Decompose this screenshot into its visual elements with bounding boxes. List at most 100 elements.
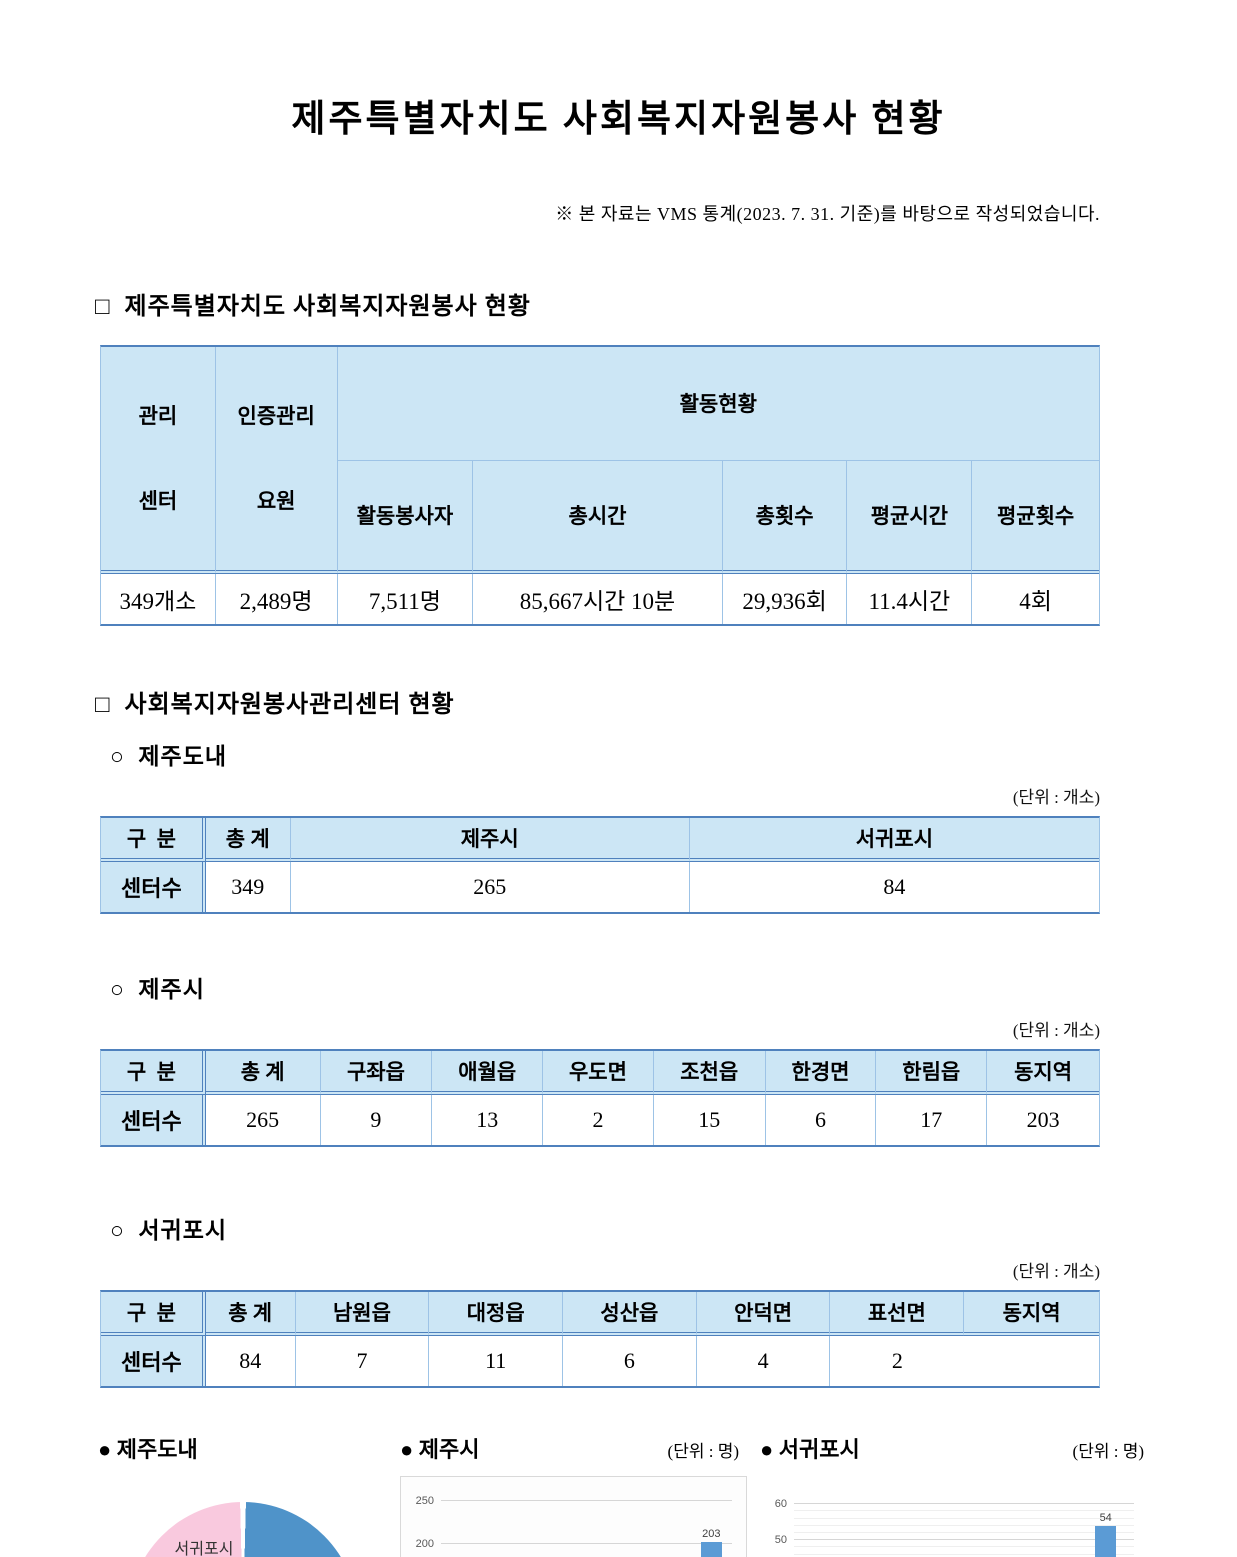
y-axis-tick-label: 50	[774, 1534, 787, 1547]
header-cell: 총 계	[205, 1292, 296, 1337]
header-cell: 서귀포시	[689, 818, 1099, 863]
header-cell: 조천읍	[653, 1051, 766, 1096]
data-cell: 29,936회	[722, 574, 848, 625]
bullet-heading: ● 서귀포시	[760, 1437, 860, 1463]
source-note: ※ 본 자료는 VMS 통계(2023. 7. 31. 기준)를 바탕으로 작성…	[555, 204, 1100, 224]
unit-label: (단위 : 명)	[1072, 1442, 1144, 1462]
plot-area: 010203040506071164254	[775, 1498, 1134, 1557]
bar-slot: 6	[907, 1504, 964, 1557]
header-cell: 총 계	[205, 818, 291, 863]
data-cell: 84	[205, 1336, 296, 1387]
bullet-heading: ● 제주도내	[98, 1437, 198, 1463]
unit-label: (단위 : 개소)	[1012, 1021, 1100, 1041]
bar-slot: 6	[607, 1501, 649, 1557]
pie-slice-label-seogwipo: 서귀포시 24%	[156, 1542, 252, 1557]
jeju-city-table: 구 분 총 계 구좌읍 애월읍 우도면 조천읍 한경면 한림읍 동지역 센터수 …	[100, 1049, 1100, 1148]
header-cell: 표선면	[830, 1292, 965, 1337]
header-cell: 평균시간	[847, 460, 973, 575]
bar	[1095, 1525, 1117, 1557]
seogwipo-chart-column: ● 서귀포시 (단위 : 명) 010203040506071164254남원읍…	[760, 1432, 1152, 1557]
data-cell: 9	[320, 1095, 433, 1146]
y-axis-tick-label: 60	[774, 1498, 787, 1511]
data-cell: 2,489명	[215, 574, 338, 625]
header-cell: 애월읍	[432, 1051, 544, 1096]
minor-gridline	[794, 1517, 1134, 1519]
data-cell: 2	[543, 1095, 654, 1146]
bar-value-label: 203	[702, 1527, 721, 1540]
data-cell: 349	[205, 862, 291, 913]
header-cell: 평균횟수	[972, 460, 1099, 575]
island-pie-chart: 서귀포시 24% 제주시 76%	[128, 1502, 358, 1557]
header-cell: 구좌읍	[320, 1051, 433, 1096]
data-cell: 203	[987, 1095, 1099, 1146]
header-line: 센터	[138, 488, 178, 513]
bar-slot: 13	[483, 1501, 525, 1557]
unit-label: (단위 : 개소)	[1012, 788, 1100, 808]
data-cell: 4회	[972, 574, 1099, 625]
header-cell: 동지역	[964, 1292, 1099, 1337]
header-cell: 활동봉사자	[337, 460, 474, 575]
bar-slot: 203	[690, 1501, 732, 1557]
data-cell: 265	[290, 862, 690, 913]
bar1-chart-heading: ● 제주시 (단위 : 명)	[400, 1432, 747, 1464]
jeju-island-table: 구 분 총 계 제주시 서귀포시 센터수 349 265 84	[100, 816, 1100, 915]
bar-slot: 4	[964, 1504, 1021, 1557]
minor-gridline	[794, 1546, 1134, 1548]
data-cell: 11	[429, 1336, 564, 1387]
bullet-heading: ● 제주시	[400, 1437, 480, 1463]
section1-heading: □ 제주특별자치도 사회복지자원봉사 현황	[95, 294, 531, 320]
unit-label: (단위 : 개소)	[1012, 1262, 1100, 1282]
charts-row: ● 제주도내 서귀포시 24% 제주시 76% ● 제주시 (단위 : 명) 0…	[98, 1432, 1237, 1557]
header-cell: 총시간	[473, 460, 723, 575]
pie-chart-heading: ● 제주도내	[98, 1432, 400, 1464]
header-cell: 안덕면	[696, 1292, 831, 1337]
group-header-cell: 활동현황	[337, 347, 1099, 461]
header-cell: 제주시	[290, 818, 690, 863]
bar-slot: 11	[851, 1504, 908, 1557]
data-cell: 84	[689, 862, 1099, 913]
bar-slot: 2	[1021, 1504, 1078, 1557]
bar-slot: 7	[794, 1504, 851, 1557]
row-header-cell: 센터수	[101, 1095, 206, 1146]
seogwipo-city-table: 구 분 총 계 남원읍 대정읍 성산읍 안덕면 표선면 동지역 센터수 84 7…	[100, 1290, 1100, 1389]
bar-slot: 15	[566, 1501, 608, 1557]
data-cell: 4	[696, 1336, 831, 1387]
summary-table: 관리 센터 인증관리 요원 활동현황 활동봉사자 총시간 총횟수 평균시간 평균…	[100, 345, 1100, 627]
data-cell: 17	[876, 1095, 988, 1146]
row-header-cell: 센터수	[101, 862, 206, 913]
plot-area: 050100150200250913215617203	[416, 1495, 732, 1557]
header-cell: 구 분	[101, 1051, 206, 1096]
jeju-city-chart-column: ● 제주시 (단위 : 명) 0501001502002509132156172…	[400, 1432, 747, 1557]
header-cell: 동지역	[987, 1051, 1099, 1096]
y-axis-tick-label: 200	[415, 1538, 434, 1551]
table-row: 349개소 2,489명 7,511명 85,667시간 10분 29,936회…	[101, 574, 1099, 625]
table-row: 센터수 349 265 84	[101, 862, 1099, 913]
header-line: 관리	[138, 404, 178, 428]
header-cell: 대정읍	[429, 1292, 564, 1337]
data-cell: 349개소	[101, 574, 216, 625]
jeju-city-bar-chart: 050100150200250913215617203구좌읍애월읍우도면조천읍한…	[400, 1476, 747, 1557]
section2-heading: □ 사회복지자원봉사관리센터 현황	[95, 692, 455, 719]
header-cell: 총 계	[205, 1051, 321, 1096]
table-row: 센터수 265 9 13 2 15 6 17 203	[101, 1095, 1099, 1146]
data-cell: 7,511명	[337, 574, 474, 625]
bar-slot: 17	[649, 1501, 691, 1557]
bar-slot: 54	[1077, 1504, 1134, 1557]
pie-chart-column: ● 제주도내 서귀포시 24% 제주시 76%	[98, 1432, 400, 1557]
data-cell: 11.4시간	[847, 574, 973, 625]
header-line: 요원	[256, 488, 296, 513]
data-cell: 6	[563, 1336, 697, 1387]
minor-gridline	[794, 1553, 1134, 1555]
gridline	[441, 1500, 732, 1502]
gridline	[794, 1503, 1134, 1505]
header-cell: 우도면	[543, 1051, 654, 1096]
minor-gridline	[794, 1524, 1134, 1526]
header-cell: 총횟수	[722, 460, 848, 575]
page-title: 제주특별자치도 사회복지자원봉사 현황	[291, 99, 946, 140]
subsection-seogwipo-heading: ○ 서귀포시	[110, 1218, 228, 1244]
y-axis-tick-label: 250	[415, 1495, 434, 1508]
minor-gridline	[794, 1510, 1134, 1512]
